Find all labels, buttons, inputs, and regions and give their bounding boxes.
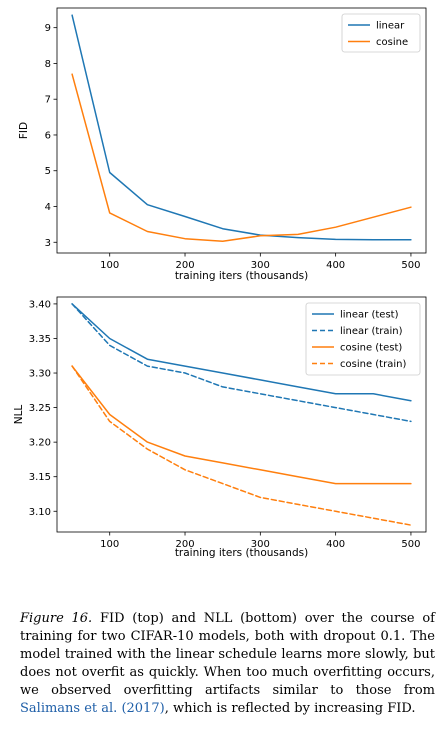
- legend: linear cosine: [341, 13, 421, 53]
- y-axis-label: FID: [18, 122, 30, 139]
- legend-box: [305, 302, 421, 376]
- y-tick-label: 3.15: [29, 472, 51, 483]
- legend-label: cosine: [376, 37, 408, 48]
- legend: linear (test) linear (train) cosine (test)…: [305, 302, 421, 376]
- series-line-cosine-test: [71, 365, 412, 485]
- x-tick-label: 400: [326, 260, 345, 271]
- plot-frame: [56, 296, 427, 533]
- x-tick-label: 400: [326, 539, 345, 550]
- y-axis-label: NLL: [13, 405, 25, 425]
- figure-caption: Figure 16. FID (top) and NLL (bottom) ov…: [20, 610, 435, 718]
- legend-box: [341, 13, 421, 53]
- y-tick-label: 8: [45, 59, 51, 70]
- x-tick-label: 100: [100, 539, 119, 550]
- x-axis-label: training iters (thousands): [175, 547, 308, 559]
- x-tick-label: 300: [251, 260, 270, 271]
- legend-label: cosine (test): [340, 343, 402, 354]
- legend-label: cosine (train): [340, 359, 406, 370]
- x-tick-label: 500: [401, 260, 420, 271]
- x-tick-label: 100: [100, 260, 119, 271]
- x-tick-label: 200: [175, 260, 194, 271]
- y-tick-label: 3: [45, 238, 51, 249]
- series-line-linear: [71, 14, 412, 241]
- caption-text-2: , which is reflected by increasing FID.: [164, 701, 416, 716]
- x-tick-label: 500: [401, 539, 420, 550]
- legend-label: linear: [376, 21, 405, 32]
- x-axis-label: training iters (thousands): [175, 270, 308, 282]
- chart-fid: 100 200 300 400 500 3 4 5 6 7 8 9 training iters (th…: [18, 7, 427, 282]
- y-tick-label: 7: [45, 95, 51, 106]
- caption-text-1: FID (top) and NLL (bottom) over the cour…: [20, 611, 435, 698]
- legend-label: linear (train): [340, 326, 403, 337]
- figure-canvas: 100 200 300 400 500 3 4 5 6 7 8 9 training iters (th…: [13, 7, 427, 559]
- x-tick-label: 200: [175, 539, 194, 550]
- plot-frame: [56, 7, 427, 254]
- y-tick-label: 5: [45, 166, 51, 177]
- chart-nll: 100 200 300 400 500 3.10 3.15 3.20 3.25 3.30 3.35 3…: [13, 296, 427, 559]
- series-line-cosine: [71, 73, 412, 242]
- y-tick-label: 3.25: [29, 403, 51, 414]
- y-tick-label: 3.10: [29, 507, 51, 518]
- caption-citation-link[interactable]: Salimans et al. (2017): [20, 701, 165, 716]
- y-tick-label: 3.30: [29, 369, 51, 380]
- y-tick-label: 3.20: [29, 438, 51, 449]
- y-tick-label: 4: [45, 202, 51, 213]
- legend-label: linear (test): [340, 310, 399, 321]
- y-tick-label: 3.35: [29, 334, 51, 345]
- x-tick-label: 300: [251, 539, 270, 550]
- caption-lead: Figure 16.: [20, 611, 93, 626]
- y-tick-label: 6: [45, 130, 51, 141]
- y-tick-label: 3.40: [29, 299, 51, 310]
- y-tick-label: 9: [45, 23, 51, 34]
- series-line-cosine-train: [71, 365, 412, 526]
- series-line-linear-test: [71, 303, 412, 402]
- series-line-linear-train: [71, 303, 412, 423]
